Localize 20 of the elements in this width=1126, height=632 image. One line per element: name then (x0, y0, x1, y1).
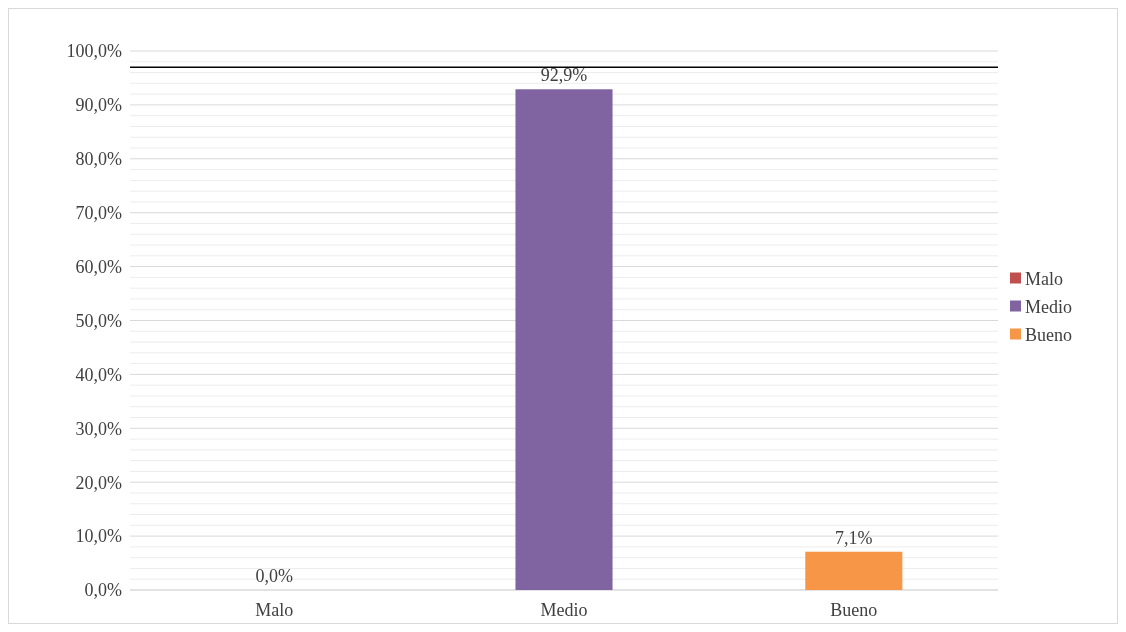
data-label: 0,0% (255, 566, 293, 586)
y-tick-label: 60,0% (75, 256, 122, 277)
y-tick-label: 100,0% (66, 41, 122, 62)
y-tick-label: 50,0% (75, 310, 122, 331)
data-label: 92,9% (540, 65, 588, 86)
y-tick-label: 70,0% (75, 203, 122, 223)
legend-label: Malo (1025, 268, 1063, 289)
legend-label: Bueno (1025, 324, 1072, 345)
x-tick-label: Malo (255, 600, 294, 620)
y-tick-label: 90,0% (75, 95, 122, 116)
y-tick-label: 20,0% (75, 472, 122, 493)
y-tick-label: 80,0% (75, 149, 122, 170)
y-tick-label: 40,0% (75, 364, 122, 385)
x-tick-label: Bueno (830, 600, 878, 620)
data-label: 7,1% (835, 527, 873, 548)
y-tick-label: 30,0% (75, 418, 122, 439)
y-tick-label: 10,0% (75, 526, 122, 547)
x-tick-label: Medio (540, 600, 588, 620)
y-tick-label: 0,0% (84, 580, 122, 601)
legend-label: Medio (1025, 296, 1072, 317)
